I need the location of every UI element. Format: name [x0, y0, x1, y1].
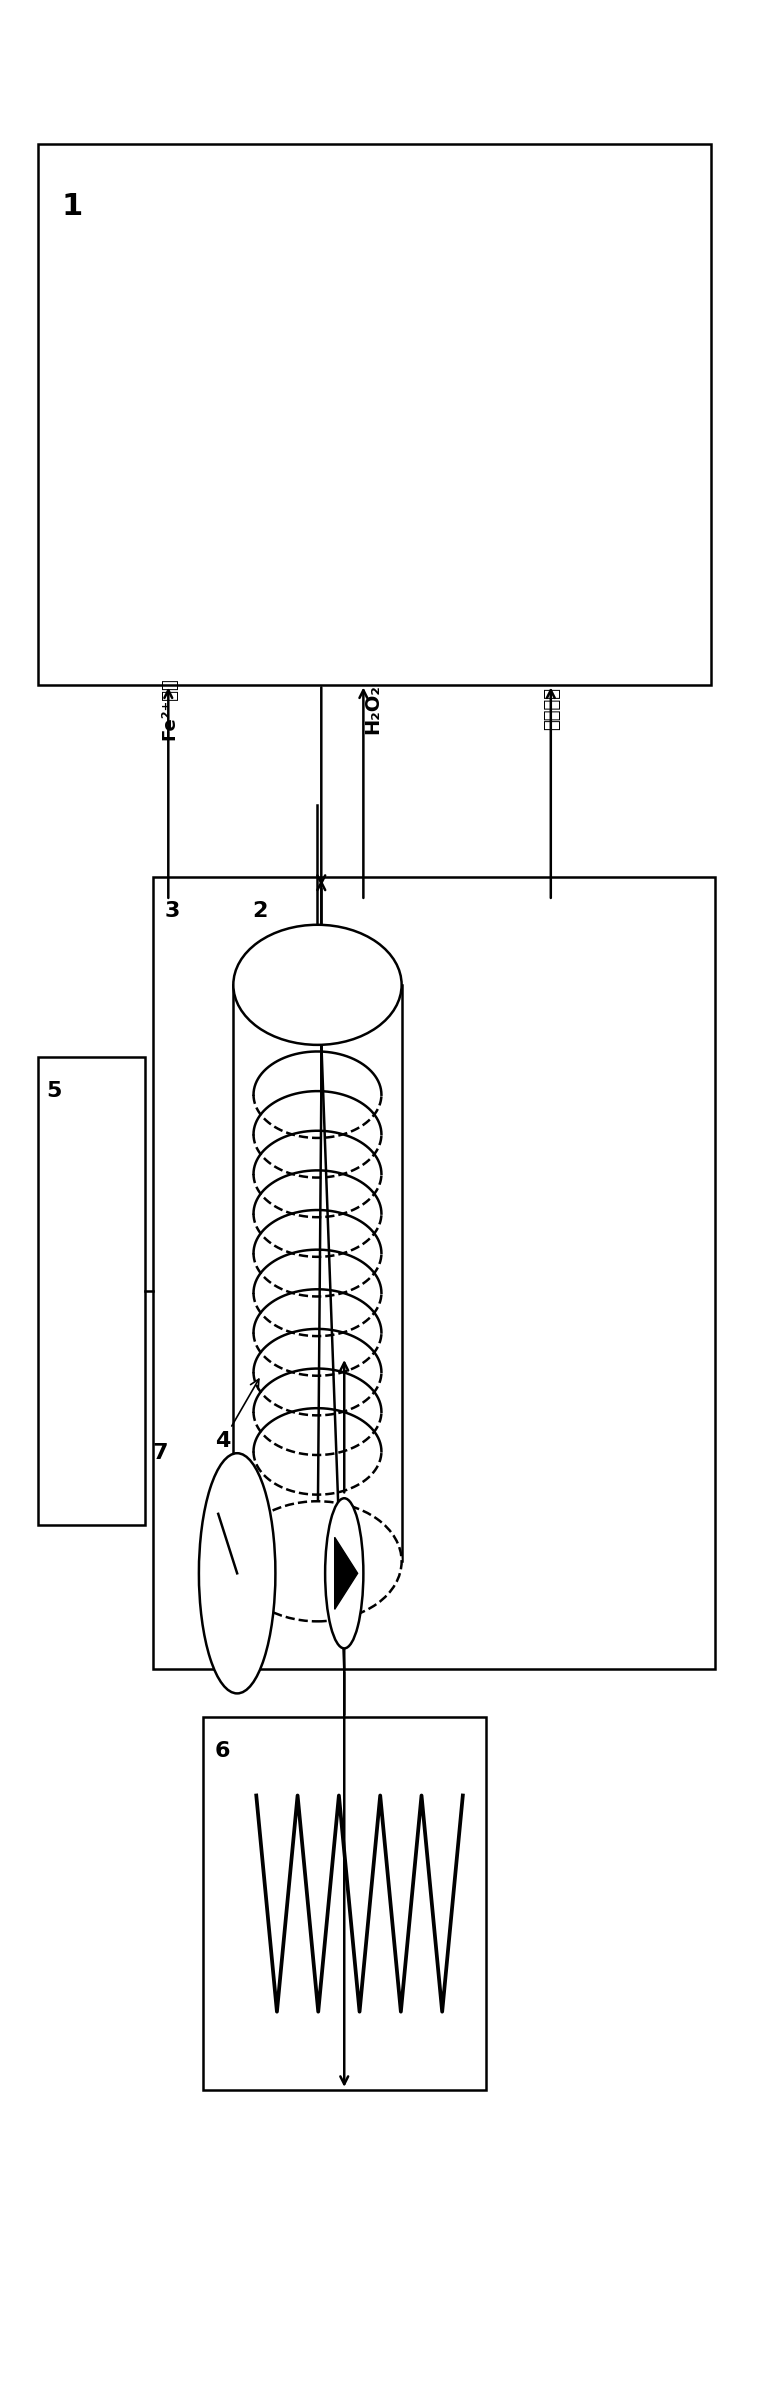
Text: 2: 2	[252, 901, 268, 920]
FancyBboxPatch shape	[153, 877, 715, 1669]
Text: Fe²⁺溶液: Fe²⁺溶液	[161, 677, 179, 740]
Text: 7: 7	[153, 1444, 168, 1463]
Polygon shape	[334, 1537, 358, 1609]
FancyBboxPatch shape	[38, 1057, 145, 1525]
FancyBboxPatch shape	[249, 889, 394, 1093]
Text: 6: 6	[214, 1741, 230, 1761]
FancyBboxPatch shape	[233, 985, 402, 1561]
FancyBboxPatch shape	[38, 144, 711, 685]
Ellipse shape	[233, 1501, 402, 1621]
Text: 3: 3	[164, 901, 180, 920]
Text: 1: 1	[61, 192, 83, 221]
Text: 5: 5	[46, 1081, 61, 1100]
Text: 有机废水: 有机废水	[543, 687, 562, 730]
Text: 4: 4	[215, 1379, 259, 1451]
FancyBboxPatch shape	[203, 1717, 486, 2090]
Text: H₂O₂: H₂O₂	[363, 685, 382, 733]
Ellipse shape	[233, 925, 402, 1045]
Text: 8: 8	[379, 1564, 394, 1583]
Ellipse shape	[325, 1499, 363, 1648]
Circle shape	[199, 1453, 275, 1693]
